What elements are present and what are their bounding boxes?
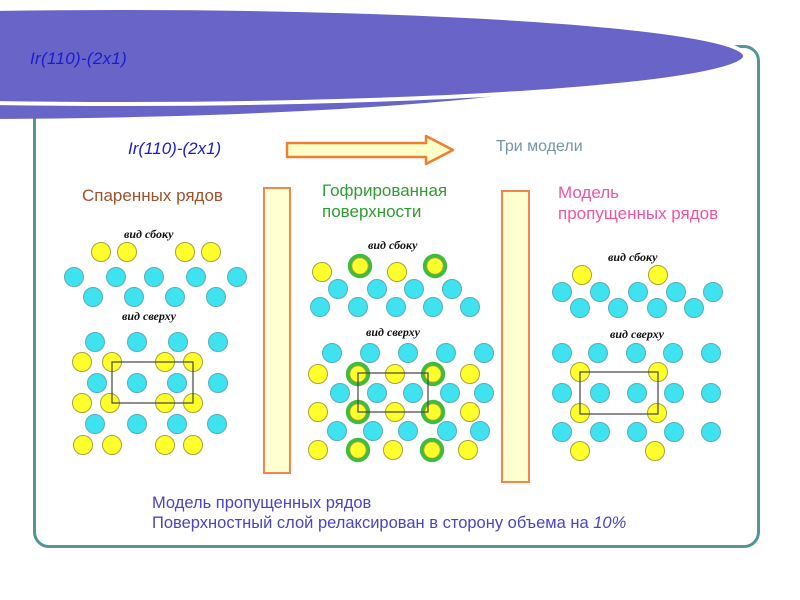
banner-main-ellipse <box>0 6 747 106</box>
model-1-side-view-label: вид сбоку <box>124 227 174 241</box>
model-2-title: Гофрированная поверхности <box>322 180 447 222</box>
right-arrow-icon <box>285 134 455 166</box>
model-2-side-view-label: вид сбоку <box>368 238 418 252</box>
model-3-side-view-label: вид сбоку <box>608 250 658 264</box>
model-1-title-line: Спаренных рядов <box>82 186 223 205</box>
model-3-title-line2: пропущенных рядов <box>558 204 719 223</box>
right-arrow-polygon <box>285 134 455 166</box>
model-2-title-line2: поверхности <box>322 202 422 221</box>
footer-line-2: Поверхностный слой релаксирован в сторон… <box>152 513 626 533</box>
separator-bar-2 <box>501 190 530 483</box>
model-2-top-view-label: вид сверху <box>366 325 420 339</box>
footer-line-2-text: Поверхностный слой релаксирован в сторон… <box>152 514 589 532</box>
model-1-top-view-label: вид сверху <box>122 309 176 323</box>
model-3-title-line1: Модель <box>558 183 620 202</box>
footer-line-1: Модель пропущенных рядов <box>152 494 372 512</box>
footer-relaxation-value: 10% <box>593 514 627 532</box>
page-title: Ir(110)-(2x1) <box>128 139 222 158</box>
model-3-top-view-label: вид сверху <box>610 327 664 341</box>
three-models-caption: Три модели <box>496 138 583 155</box>
footer-text: Модель пропущенных рядов Поверхностный с… <box>152 493 626 533</box>
separator-bar-1 <box>263 187 291 474</box>
model-1-title: Спаренных рядов <box>82 185 223 206</box>
model-2-title-line1: Гофрированная <box>322 181 448 200</box>
banner-title: Ir(110)-(2x1) <box>30 49 128 68</box>
banner-shape <box>0 6 747 119</box>
model-3-title: Модель пропущенных рядов <box>558 182 718 224</box>
